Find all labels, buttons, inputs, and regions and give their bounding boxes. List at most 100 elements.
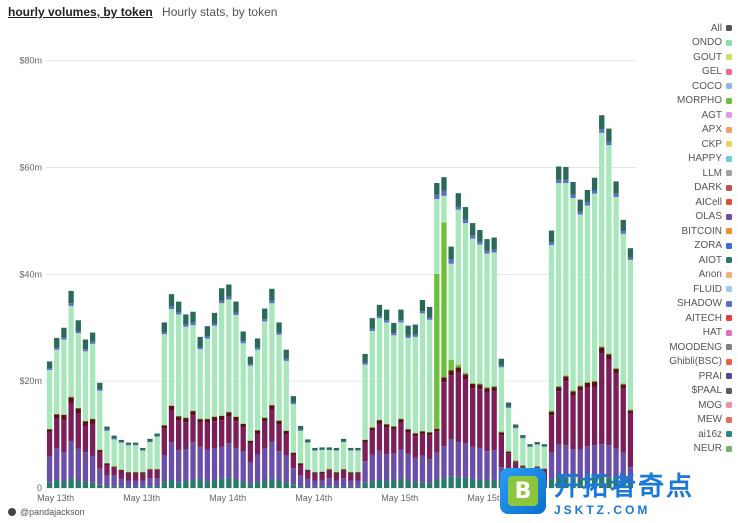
- bar-segment-anon[interactable]: [54, 418, 60, 448]
- bar-segment-aiot[interactable]: [448, 246, 454, 260]
- bar-segment-aiot[interactable]: [118, 439, 124, 443]
- bar-segment-dark[interactable]: [405, 429, 411, 433]
- bar-segment-dark[interactable]: [276, 420, 282, 425]
- bar-segment-aiot[interactable]: [61, 327, 67, 338]
- bar-segment-olas[interactable]: [484, 451, 490, 481]
- bar-segment-olas[interactable]: [398, 449, 404, 479]
- bar-segment-aiot[interactable]: [211, 312, 218, 324]
- bar-segment-zora[interactable]: [613, 193, 619, 197]
- bar-segment-morpho[interactable]: [269, 404, 275, 406]
- bar-segment-morpho[interactable]: [584, 381, 591, 383]
- bar-segment-anon[interactable]: [398, 422, 404, 450]
- bar-segment-morpho[interactable]: [448, 359, 454, 371]
- bar-segment-aiot[interactable]: [46, 361, 53, 369]
- bar-segment-aiot[interactable]: [226, 284, 232, 297]
- bar-segment-zora[interactable]: [176, 312, 182, 315]
- bar-segment-aiot[interactable]: [498, 358, 504, 366]
- bar-segment-ai16z[interactable]: [326, 486, 332, 488]
- bar-segment-dark[interactable]: [97, 450, 103, 453]
- bar-segment-anon[interactable]: [484, 392, 490, 452]
- bar-segment-olas[interactable]: [204, 449, 210, 482]
- bar-segment-anon[interactable]: [297, 465, 304, 476]
- bar-segment-ondo[interactable]: [68, 305, 74, 397]
- bar-segment-anon[interactable]: [140, 473, 146, 481]
- bar-segment-zora[interactable]: [54, 347, 60, 350]
- bar-segment-anon[interactable]: [168, 410, 175, 443]
- bar-segment-dark[interactable]: [312, 472, 318, 474]
- bar-segment-morpho[interactable]: [541, 468, 548, 469]
- bar-segment-anon[interactable]: [462, 379, 469, 444]
- bar-segment-dark[interactable]: [606, 354, 612, 360]
- bar-segment-ondo[interactable]: [599, 132, 605, 347]
- bar-segment-dark[interactable]: [541, 468, 548, 470]
- bar-segment-zora[interactable]: [577, 211, 583, 215]
- bar-segment-zora[interactable]: [412, 334, 418, 337]
- bar-segment-aiot[interactable]: [125, 442, 132, 445]
- bar-segment-ondo[interactable]: [297, 430, 304, 463]
- bar-segment-ai16z[interactable]: [563, 477, 569, 488]
- bar-segment-aiot[interactable]: [254, 338, 261, 348]
- bar-segment-morpho[interactable]: [276, 420, 282, 421]
- bar-segment-olas[interactable]: [383, 454, 390, 482]
- legend-item[interactable]: APX: [612, 123, 732, 138]
- bar-segment-dark[interactable]: [627, 410, 634, 414]
- bar-segment-anon[interactable]: [154, 470, 160, 479]
- bar-segment-zora[interactable]: [290, 402, 297, 405]
- bar-segment-aiot[interactable]: [269, 288, 275, 301]
- bar-segment-ondo[interactable]: [412, 336, 418, 433]
- bar-segment-morpho[interactable]: [333, 471, 340, 473]
- bar-segment-ai16z[interactable]: [484, 480, 490, 488]
- bar-segment-zora[interactable]: [211, 323, 218, 326]
- bar-segment-ai16z[interactable]: [54, 479, 60, 488]
- bar-segment-morpho[interactable]: [132, 471, 139, 473]
- bar-segment-morpho[interactable]: [426, 431, 433, 433]
- bar-segment-aiot[interactable]: [606, 128, 612, 142]
- bar-segment-aiot[interactable]: [132, 442, 139, 445]
- bar-segment-dark[interactable]: [448, 370, 454, 376]
- bar-segment-zora[interactable]: [355, 450, 361, 451]
- bar-segment-anon[interactable]: [455, 372, 461, 443]
- bar-segment-dark[interactable]: [326, 469, 332, 471]
- bar-segment-ondo[interactable]: [563, 183, 569, 376]
- bar-segment-anon[interactable]: [240, 427, 246, 452]
- bar-segment-aiot[interactable]: [556, 166, 562, 180]
- bar-segment-zora[interactable]: [233, 312, 239, 315]
- bar-segment-dark[interactable]: [290, 452, 297, 455]
- bar-segment-ondo[interactable]: [541, 446, 548, 469]
- bar-segment-dark[interactable]: [441, 377, 447, 383]
- bar-segment-ondo[interactable]: [326, 450, 332, 469]
- bar-segment-ondo[interactable]: [183, 326, 189, 418]
- bar-segment-morpho[interactable]: [240, 423, 246, 424]
- bar-segment-morpho[interactable]: [470, 382, 476, 384]
- bar-segment-olas[interactable]: [262, 448, 268, 481]
- bar-segment-zora[interactable]: [140, 450, 146, 451]
- bar-segment-ai16z[interactable]: [376, 479, 383, 488]
- bar-segment-olas[interactable]: [269, 441, 275, 479]
- bar-segment-ondo[interactable]: [104, 430, 110, 463]
- bar-segment-aiot[interactable]: [620, 219, 626, 232]
- bar-segment-dark[interactable]: [505, 451, 512, 454]
- bar-segment-ondo[interactable]: [484, 253, 490, 388]
- bar-segment-morpho[interactable]: [627, 409, 634, 411]
- bar-segment-morpho[interactable]: [462, 372, 469, 375]
- bar-segment-aiot[interactable]: [340, 438, 347, 442]
- bar-segment-morpho[interactable]: [262, 417, 268, 419]
- bar-segment-olas[interactable]: [197, 446, 203, 479]
- bar-segment-ai16z[interactable]: [434, 479, 440, 488]
- legend-item[interactable]: Anon: [612, 268, 732, 283]
- bar-segment-zora[interactable]: [276, 332, 282, 335]
- bar-segment-morpho[interactable]: [125, 471, 132, 473]
- bar-segment-morpho[interactable]: [54, 413, 60, 415]
- bar-segment-aiot[interactable]: [97, 382, 103, 390]
- bar-segment-aiot[interactable]: [168, 294, 175, 307]
- bar-segment-morpho[interactable]: [111, 466, 117, 467]
- bar-segment-ai16z[interactable]: [168, 479, 175, 488]
- bar-segment-zora[interactable]: [326, 449, 332, 451]
- bar-segment-aiot[interactable]: [348, 447, 354, 451]
- bar-segment-ondo[interactable]: [290, 404, 297, 453]
- bar-segment-anon[interactable]: [305, 470, 311, 479]
- bar-segment-ondo[interactable]: [477, 244, 483, 384]
- bar-segment-morpho[interactable]: [362, 439, 368, 440]
- bar-segment-morpho[interactable]: [68, 396, 74, 398]
- bar-segment-ai16z[interactable]: [276, 480, 282, 488]
